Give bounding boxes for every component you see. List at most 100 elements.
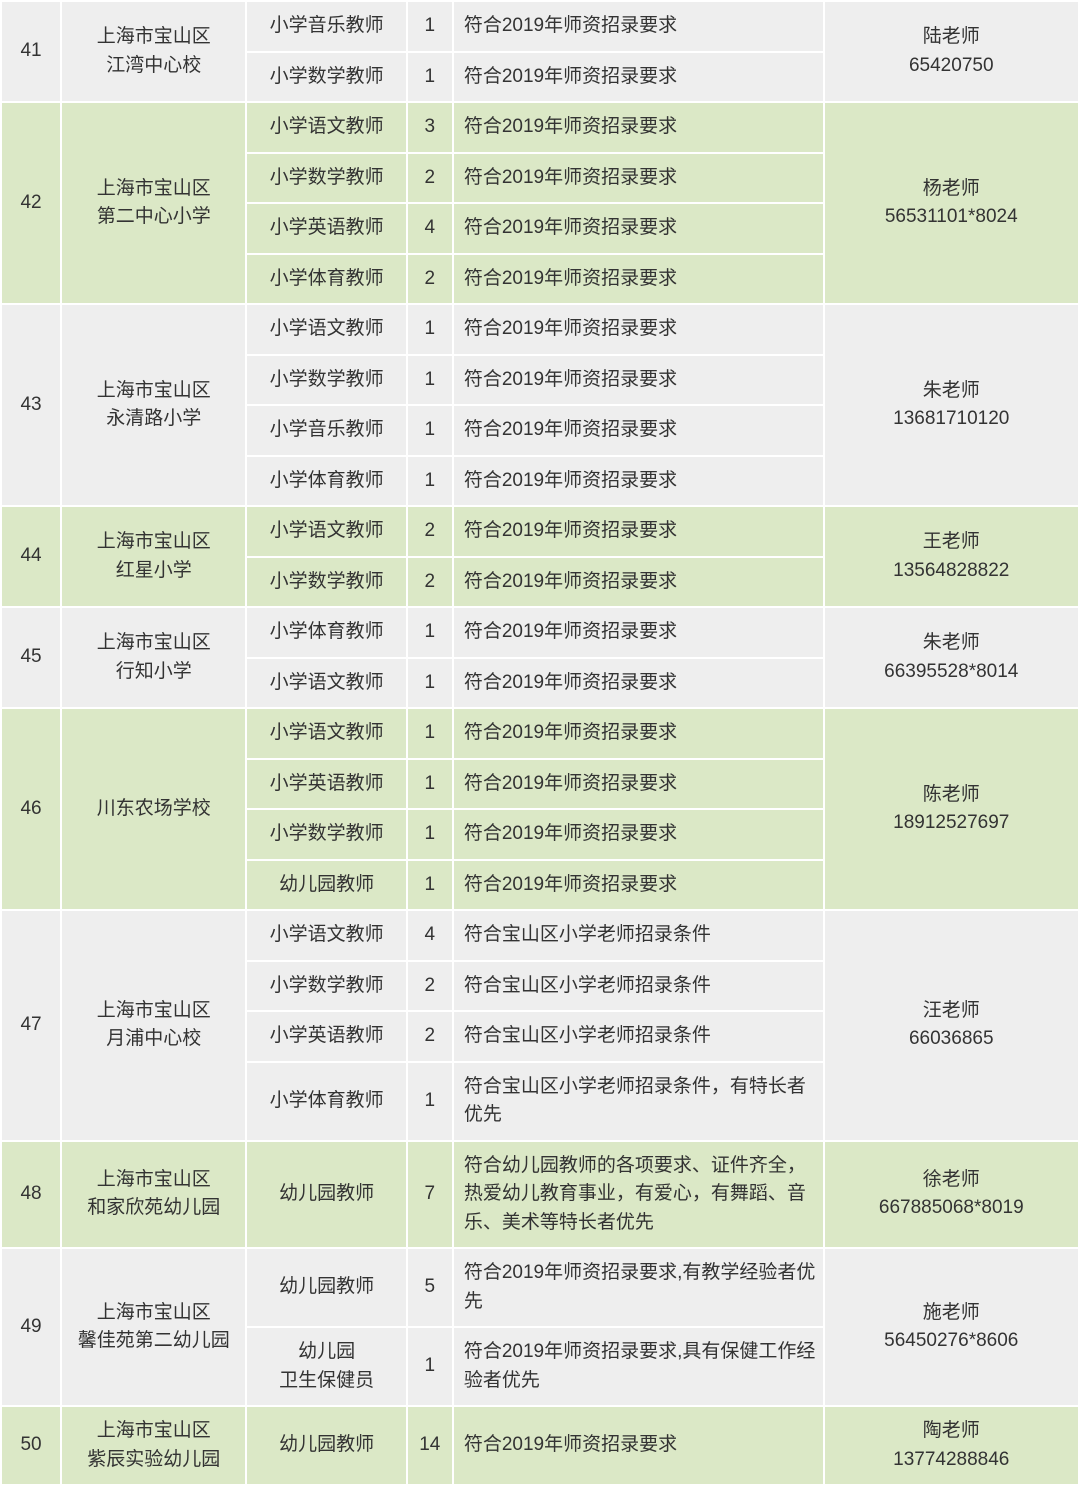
contact-info: 陆老师65420750 bbox=[824, 1, 1079, 102]
position-requirement: 符合2019年师资招录要求 bbox=[453, 203, 824, 254]
table-row: 46川东农场学校小学语文教师1符合2019年师资招录要求陈老师189125276… bbox=[1, 708, 1079, 759]
position-count: 1 bbox=[407, 759, 453, 810]
position-title: 小学音乐教师 bbox=[246, 405, 406, 456]
position-requirement: 符合2019年师资招录要求 bbox=[453, 708, 824, 759]
row-id: 50 bbox=[1, 1406, 61, 1485]
position-title: 小学数学教师 bbox=[246, 52, 406, 103]
table-row: 42上海市宝山区第二中心小学小学语文教师3符合2019年师资招录要求杨老师565… bbox=[1, 102, 1079, 153]
row-id: 43 bbox=[1, 304, 61, 506]
position-count: 4 bbox=[407, 910, 453, 961]
recruitment-table: 41上海市宝山区江湾中心校小学音乐教师1符合2019年师资招录要求陆老师6542… bbox=[0, 0, 1080, 1486]
position-count: 4 bbox=[407, 203, 453, 254]
school-name: 上海市宝山区馨佳苑第二幼儿园 bbox=[61, 1248, 246, 1406]
school-name: 上海市宝山区紫辰实验幼儿园 bbox=[61, 1406, 246, 1485]
row-id: 45 bbox=[1, 607, 61, 708]
position-requirement: 符合2019年师资招录要求 bbox=[453, 557, 824, 608]
position-title: 小学语文教师 bbox=[246, 708, 406, 759]
position-title: 小学数学教师 bbox=[246, 557, 406, 608]
position-title: 幼儿园卫生保健员 bbox=[246, 1327, 406, 1406]
school-name: 上海市宝山区红星小学 bbox=[61, 506, 246, 607]
position-requirement: 符合2019年师资招录要求 bbox=[453, 254, 824, 305]
position-requirement: 符合2019年师资招录要求 bbox=[453, 1406, 824, 1485]
position-requirement: 符合2019年师资招录要求 bbox=[453, 355, 824, 406]
contact-info: 朱老师13681710120 bbox=[824, 304, 1079, 506]
position-count: 14 bbox=[407, 1406, 453, 1485]
position-title: 小学数学教师 bbox=[246, 961, 406, 1012]
position-requirement: 符合幼儿园教师的各项要求、证件齐全，热爱幼儿教育事业，有爱心，有舞蹈、音乐、美术… bbox=[453, 1141, 824, 1249]
school-name: 上海市宝山区月浦中心校 bbox=[61, 910, 246, 1141]
position-count: 2 bbox=[407, 254, 453, 305]
table-row: 41上海市宝山区江湾中心校小学音乐教师1符合2019年师资招录要求陆老师6542… bbox=[1, 1, 1079, 52]
table-row: 47上海市宝山区月浦中心校小学语文教师4符合宝山区小学老师招录条件汪老师6603… bbox=[1, 910, 1079, 961]
position-requirement: 符合2019年师资招录要求 bbox=[453, 304, 824, 355]
position-count: 2 bbox=[407, 557, 453, 608]
position-title: 小学数学教师 bbox=[246, 809, 406, 860]
position-requirement: 符合2019年师资招录要求 bbox=[453, 759, 824, 810]
position-count: 1 bbox=[407, 809, 453, 860]
position-count: 1 bbox=[407, 708, 453, 759]
table-row: 48上海市宝山区和家欣苑幼儿园幼儿园教师7符合幼儿园教师的各项要求、证件齐全，热… bbox=[1, 1141, 1079, 1249]
position-requirement: 符合2019年师资招录要求 bbox=[453, 102, 824, 153]
table-row: 43上海市宝山区永清路小学小学语文教师1符合2019年师资招录要求朱老师1368… bbox=[1, 304, 1079, 355]
position-count: 2 bbox=[407, 961, 453, 1012]
position-title: 小学体育教师 bbox=[246, 254, 406, 305]
position-requirement: 符合宝山区小学老师招录条件 bbox=[453, 961, 824, 1012]
position-requirement: 符合2019年师资招录要求 bbox=[453, 456, 824, 507]
position-title: 小学语文教师 bbox=[246, 506, 406, 557]
row-id: 48 bbox=[1, 1141, 61, 1249]
position-requirement: 符合宝山区小学老师招录条件 bbox=[453, 1011, 824, 1062]
table-row: 49上海市宝山区馨佳苑第二幼儿园幼儿园教师5符合2019年师资招录要求,有教学经… bbox=[1, 1248, 1079, 1327]
position-requirement: 符合2019年师资招录要求 bbox=[453, 1, 824, 52]
position-count: 5 bbox=[407, 1248, 453, 1327]
position-title: 小学语文教师 bbox=[246, 658, 406, 709]
position-count: 2 bbox=[407, 506, 453, 557]
contact-info: 王老师13564828822 bbox=[824, 506, 1079, 607]
position-requirement: 符合2019年师资招录要求,有教学经验者优先 bbox=[453, 1248, 824, 1327]
contact-info: 朱老师66395528*8014 bbox=[824, 607, 1079, 708]
position-title: 小学数学教师 bbox=[246, 153, 406, 204]
contact-info: 陶老师13774288846 bbox=[824, 1406, 1079, 1485]
position-count: 1 bbox=[407, 1327, 453, 1406]
position-count: 7 bbox=[407, 1141, 453, 1249]
position-count: 3 bbox=[407, 102, 453, 153]
position-count: 1 bbox=[407, 607, 453, 658]
row-id: 41 bbox=[1, 1, 61, 102]
position-count: 1 bbox=[407, 52, 453, 103]
position-title: 小学英语教师 bbox=[246, 759, 406, 810]
table-row: 45上海市宝山区行知小学小学体育教师1符合2019年师资招录要求朱老师66395… bbox=[1, 607, 1079, 658]
row-id: 49 bbox=[1, 1248, 61, 1406]
school-name: 上海市宝山区永清路小学 bbox=[61, 304, 246, 506]
position-title: 小学语文教师 bbox=[246, 910, 406, 961]
row-id: 42 bbox=[1, 102, 61, 304]
position-count: 1 bbox=[407, 658, 453, 709]
position-title: 幼儿园教师 bbox=[246, 1141, 406, 1249]
position-title: 小学体育教师 bbox=[246, 456, 406, 507]
table-row: 44上海市宝山区红星小学小学语文教师2符合2019年师资招录要求王老师13564… bbox=[1, 506, 1079, 557]
position-requirement: 符合2019年师资招录要求 bbox=[453, 607, 824, 658]
contact-info: 施老师56450276*8606 bbox=[824, 1248, 1079, 1406]
school-name: 川东农场学校 bbox=[61, 708, 246, 910]
position-title: 幼儿园教师 bbox=[246, 1406, 406, 1485]
contact-info: 陈老师18912527697 bbox=[824, 708, 1079, 910]
position-title: 小学英语教师 bbox=[246, 1011, 406, 1062]
position-title: 小学数学教师 bbox=[246, 355, 406, 406]
position-count: 1 bbox=[407, 405, 453, 456]
position-requirement: 符合宝山区小学老师招录条件 bbox=[453, 910, 824, 961]
contact-info: 汪老师66036865 bbox=[824, 910, 1079, 1141]
position-title: 幼儿园教师 bbox=[246, 1248, 406, 1327]
school-name: 上海市宝山区行知小学 bbox=[61, 607, 246, 708]
school-name: 上海市宝山区江湾中心校 bbox=[61, 1, 246, 102]
position-requirement: 符合2019年师资招录要求 bbox=[453, 506, 824, 557]
row-id: 44 bbox=[1, 506, 61, 607]
position-count: 1 bbox=[407, 1, 453, 52]
position-title: 小学英语教师 bbox=[246, 203, 406, 254]
school-name: 上海市宝山区和家欣苑幼儿园 bbox=[61, 1141, 246, 1249]
position-count: 1 bbox=[407, 456, 453, 507]
position-count: 2 bbox=[407, 153, 453, 204]
position-requirement: 符合2019年师资招录要求 bbox=[453, 809, 824, 860]
position-count: 1 bbox=[407, 860, 453, 911]
contact-info: 徐老师667885068*8019 bbox=[824, 1141, 1079, 1249]
position-title: 小学体育教师 bbox=[246, 1062, 406, 1141]
position-requirement: 符合2019年师资招录要求 bbox=[453, 658, 824, 709]
position-requirement: 符合2019年师资招录要求 bbox=[453, 52, 824, 103]
